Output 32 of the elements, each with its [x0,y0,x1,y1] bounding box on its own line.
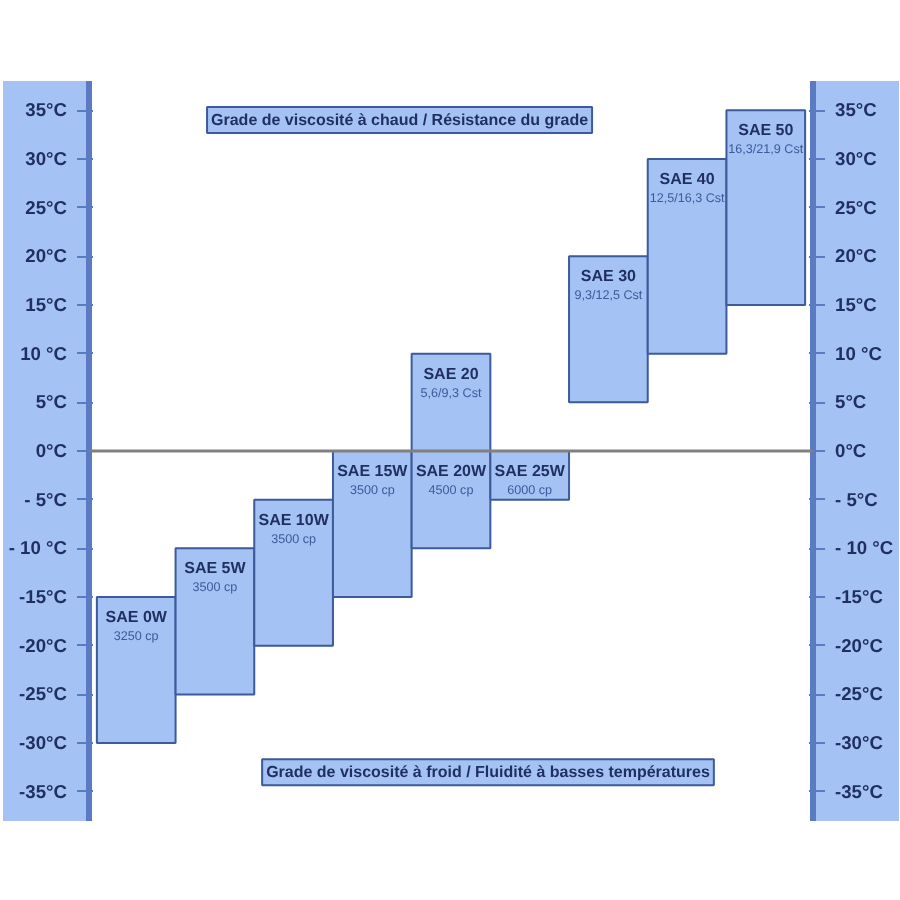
y-tick-label: -30°C [19,733,68,754]
y2-tick-label: 20°C [835,246,878,267]
y-tick-label: -20°C [19,635,68,656]
y-tick-label: -15°C [19,587,68,608]
y2-tick-label: -30°C [835,733,884,754]
y2-tick-label: 5°C [835,392,867,413]
y-tick-label: -35°C [19,781,68,802]
y2-tick-label: -15°C [835,587,884,608]
y-tick-label: 15°C [25,294,68,315]
y2-tick-label: - 10 °C [835,538,894,559]
y2-tick-label: 10 °C [835,343,883,364]
y-tick-label: 25°C [25,197,68,218]
y2-tick-label: -20°C [835,635,884,656]
y2-tick-label: -25°C [835,684,884,705]
y-tick-label: 30°C [25,148,68,169]
y2-tick-label: 30°C [835,148,878,169]
y-tick-label: 5°C [35,392,68,413]
annotation: Grade de viscosité à chaud / Résistance du grade [211,110,590,129]
y2-tick-label: 35°C [835,100,878,121]
y2-tick-label: - 5°C [835,489,879,510]
y-tick-label: 0°C [35,441,68,461]
y-tick-label: 35°C [25,100,68,121]
y-tick-label: - 10 °C [8,538,68,559]
y2-tick-label: 25°C [835,197,878,218]
y-tick-label: 10 °C [20,343,68,364]
y2-tick-label: -35°C [835,781,884,802]
y-tick-label: 20°C [25,246,68,267]
y2-tick-label: 0°C [835,441,867,461]
annotation: Grade de viscosité à froid / Fluidité à basses températures [266,763,711,782]
y-tick-label: - 5°C [24,489,68,510]
y-tick-label: -25°C [19,684,68,705]
y2-tick-label: 15°C [835,294,878,315]
